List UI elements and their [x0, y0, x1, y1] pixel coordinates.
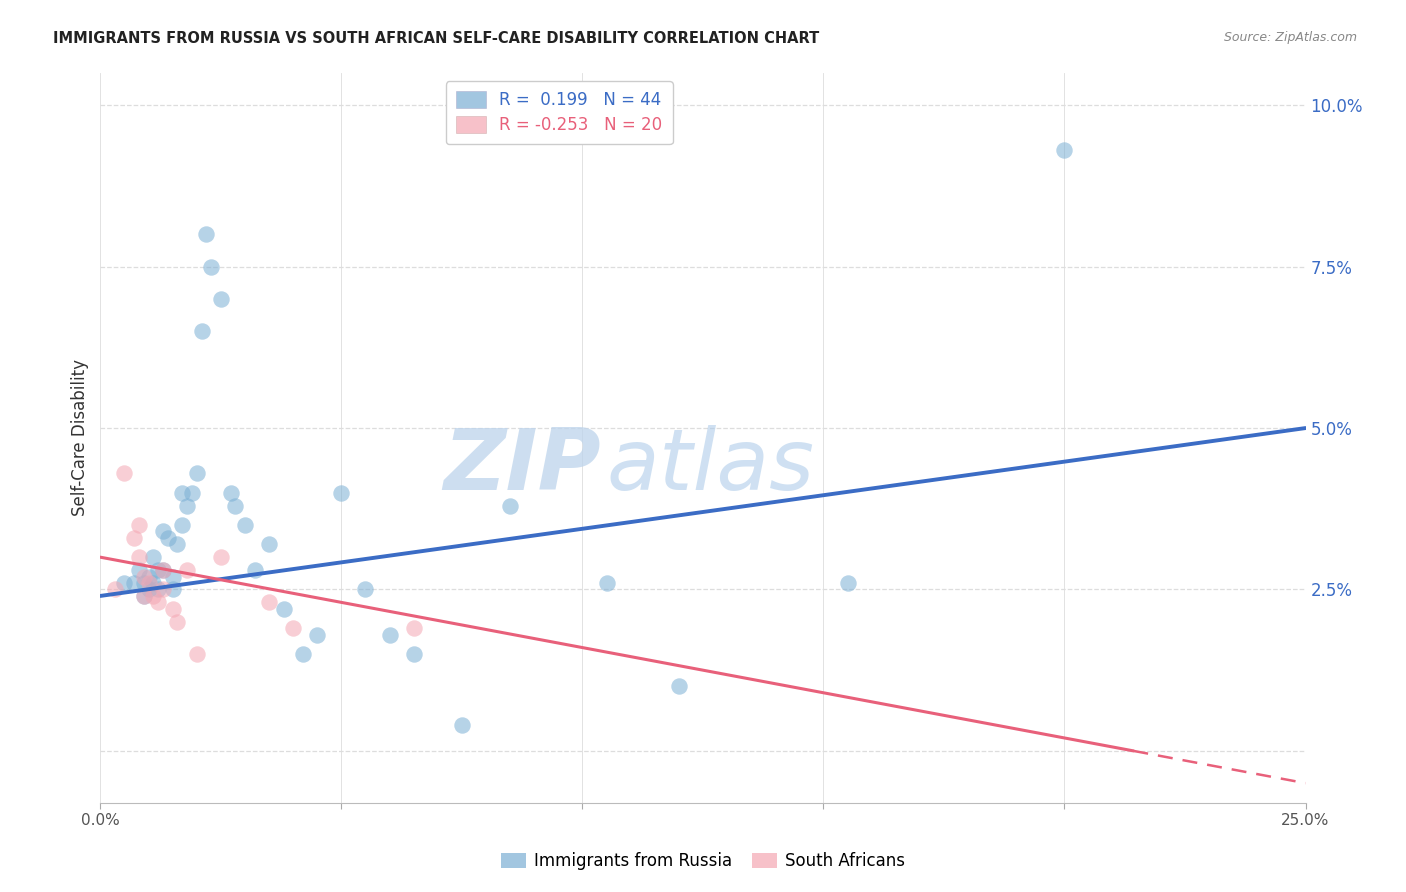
Point — [1053, 144, 1076, 158]
Point — [307, 628, 329, 642]
Point — [132, 576, 155, 591]
Point — [451, 718, 474, 732]
Point — [354, 582, 377, 597]
Point — [283, 621, 305, 635]
Point — [668, 679, 690, 693]
Point — [114, 467, 136, 481]
Point — [148, 582, 170, 597]
Point — [132, 569, 155, 583]
Point — [176, 499, 198, 513]
Point — [162, 602, 184, 616]
Point — [138, 569, 160, 583]
Text: atlas: atlas — [606, 425, 814, 508]
Point — [148, 563, 170, 577]
Text: Source: ZipAtlas.com: Source: ZipAtlas.com — [1223, 31, 1357, 45]
Point — [138, 582, 160, 597]
Point — [233, 517, 256, 532]
Point — [181, 485, 204, 500]
Point — [162, 582, 184, 597]
Point — [128, 550, 150, 565]
Point — [166, 615, 188, 629]
Point — [122, 531, 145, 545]
Legend: Immigrants from Russia, South Africans: Immigrants from Russia, South Africans — [494, 846, 912, 877]
Point — [209, 550, 232, 565]
Point — [219, 485, 242, 500]
Point — [172, 485, 194, 500]
Point — [402, 621, 425, 635]
Point — [152, 563, 174, 577]
Point — [138, 576, 160, 591]
Point — [224, 499, 246, 513]
Point — [402, 647, 425, 661]
Point — [257, 595, 280, 609]
Text: ZIP: ZIP — [443, 425, 600, 508]
Point — [152, 582, 174, 597]
Point — [209, 292, 232, 306]
Point — [132, 589, 155, 603]
Text: IMMIGRANTS FROM RUSSIA VS SOUTH AFRICAN SELF-CARE DISABILITY CORRELATION CHART: IMMIGRANTS FROM RUSSIA VS SOUTH AFRICAN … — [53, 31, 820, 46]
Point — [291, 647, 314, 661]
Point — [104, 582, 127, 597]
Point — [595, 576, 617, 591]
Point — [176, 563, 198, 577]
Point — [330, 485, 353, 500]
Point — [378, 628, 401, 642]
Point — [499, 499, 522, 513]
Point — [132, 589, 155, 603]
Point — [156, 531, 179, 545]
Point — [142, 589, 165, 603]
Point — [172, 517, 194, 532]
Point — [257, 537, 280, 551]
Point — [837, 576, 859, 591]
Point — [128, 563, 150, 577]
Y-axis label: Self-Care Disability: Self-Care Disability — [72, 359, 89, 516]
Point — [186, 647, 208, 661]
Point — [152, 524, 174, 539]
Point — [122, 576, 145, 591]
Point — [273, 602, 295, 616]
Point — [200, 260, 222, 274]
Point — [142, 576, 165, 591]
Legend: R =  0.199   N = 44, R = -0.253   N = 20: R = 0.199 N = 44, R = -0.253 N = 20 — [446, 81, 672, 145]
Point — [152, 563, 174, 577]
Point — [128, 517, 150, 532]
Point — [114, 576, 136, 591]
Point — [148, 595, 170, 609]
Point — [186, 467, 208, 481]
Point — [195, 227, 218, 242]
Point — [166, 537, 188, 551]
Point — [190, 324, 212, 338]
Point — [162, 569, 184, 583]
Point — [243, 563, 266, 577]
Point — [142, 550, 165, 565]
